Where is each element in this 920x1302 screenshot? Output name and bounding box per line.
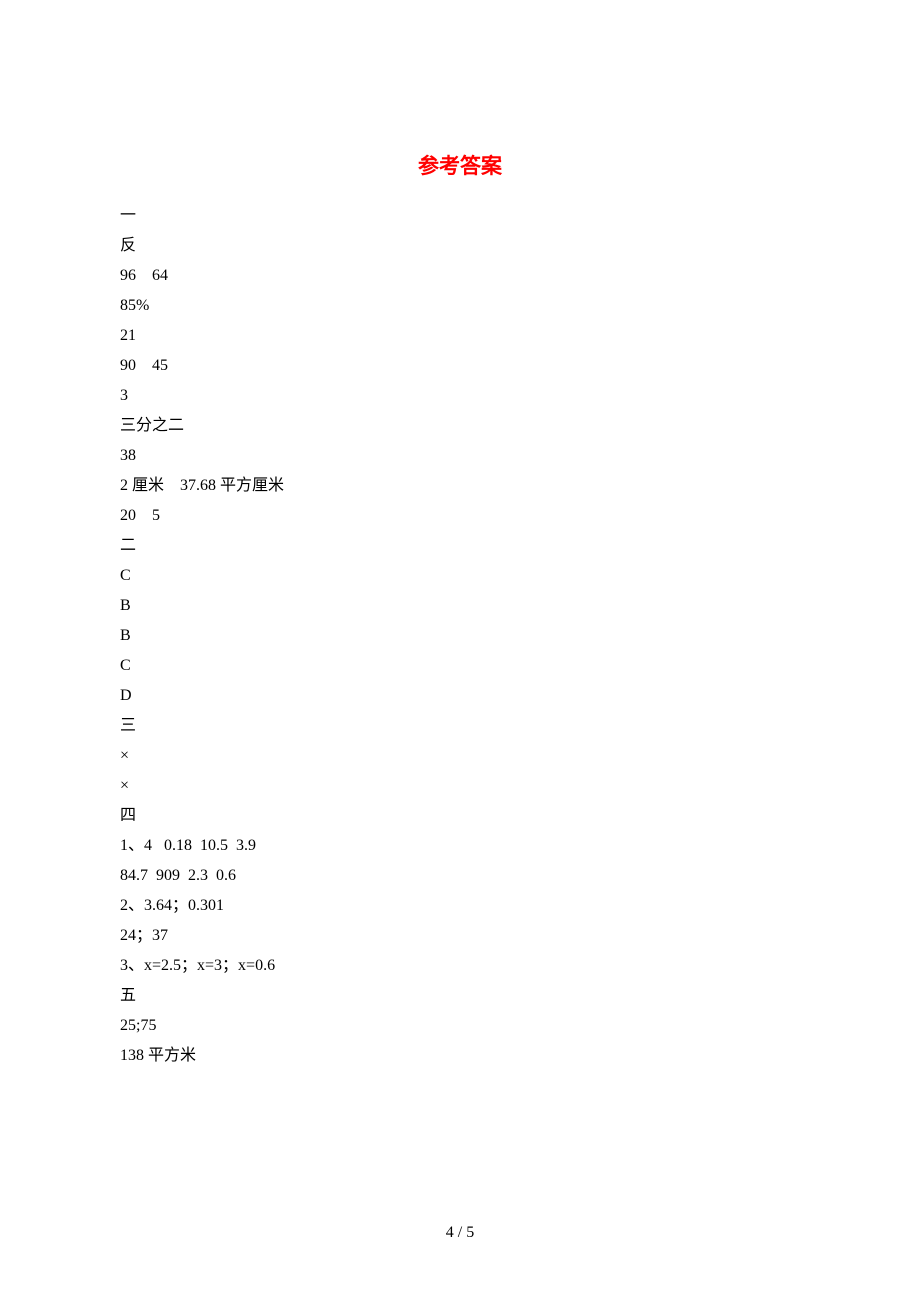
- answer-line: 3: [120, 388, 800, 404]
- answer-content: 一 反 96 64 85% 21 90 45 3 三分之二 38 2 厘米 37…: [120, 208, 800, 1064]
- answer-line: 138 平方米: [120, 1048, 800, 1064]
- answer-line: 2、3.64；0.301: [120, 898, 800, 914]
- answer-line: C: [120, 568, 800, 584]
- answer-line: 20 5: [120, 508, 800, 524]
- answer-line: 24；37: [120, 928, 800, 944]
- answer-line: 84.7 909 2.3 0.6: [120, 868, 800, 884]
- answer-line: 四: [120, 808, 800, 824]
- answer-line: 25;75: [120, 1018, 800, 1034]
- page-title: 参考答案: [120, 150, 800, 180]
- answer-line: 五: [120, 988, 800, 1004]
- answer-line: 三: [120, 718, 800, 734]
- answer-line: 三分之二: [120, 418, 800, 434]
- answer-line: 二: [120, 538, 800, 554]
- answer-line: 1、4 0.18 10.5 3.9: [120, 838, 800, 854]
- document-page: 参考答案 一 反 96 64 85% 21 90 45 3 三分之二 38 2 …: [0, 0, 920, 1064]
- answer-line: B: [120, 628, 800, 644]
- answer-line: C: [120, 658, 800, 674]
- answer-line: 一: [120, 208, 800, 224]
- page-number: 4 / 5: [0, 1224, 920, 1242]
- answer-line: 反: [120, 238, 800, 254]
- answer-line: 96 64: [120, 268, 800, 284]
- answer-line: ×: [120, 748, 800, 764]
- answer-line: 38: [120, 448, 800, 464]
- answer-line: 90 45: [120, 358, 800, 374]
- answer-line: ×: [120, 778, 800, 794]
- answer-line: 85%: [120, 298, 800, 314]
- answer-line: 21: [120, 328, 800, 344]
- answer-line: 2 厘米 37.68 平方厘米: [120, 478, 800, 494]
- answer-line: B: [120, 598, 800, 614]
- answer-line: D: [120, 688, 800, 704]
- answer-line: 3、x=2.5；x=3；x=0.6: [120, 958, 800, 974]
